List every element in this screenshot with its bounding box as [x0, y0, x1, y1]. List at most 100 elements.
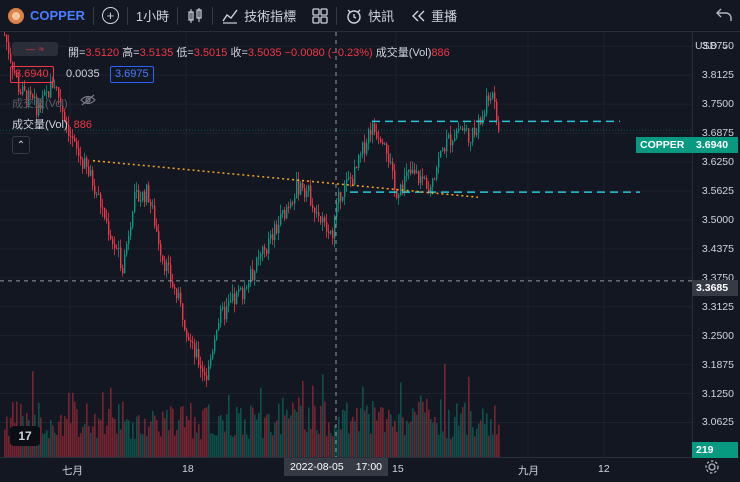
volume-bar — [294, 409, 296, 457]
chart-pane[interactable] — [0, 32, 692, 457]
volume-bar — [374, 407, 376, 457]
crosshair-time-label: 2022-08-05 17:00 — [284, 458, 388, 476]
candle-body — [328, 231, 330, 234]
candle-body — [110, 235, 112, 240]
volume-bar — [430, 419, 432, 457]
volume-bar — [480, 420, 482, 457]
volume-bar — [114, 418, 116, 457]
price-axis[interactable]: 3.8750 3.8125 3.7500 3.6875 3.6250 3.5625 3.50… — [692, 32, 740, 457]
volume-bar — [372, 400, 374, 457]
price-tick-label: 3.6875 — [701, 127, 734, 140]
candle-body — [48, 91, 50, 98]
volume-bar — [44, 433, 46, 457]
candle-body — [42, 95, 44, 109]
interval-button[interactable]: 1小時 — [128, 0, 177, 32]
volume-bar — [498, 424, 500, 457]
volume-bar — [456, 403, 458, 457]
candle-body — [46, 91, 48, 93]
volume-bar — [262, 438, 264, 457]
volume-bar — [318, 433, 320, 457]
candle-body — [240, 288, 242, 290]
collapse-legend-button[interactable]: ⌃ — [12, 136, 30, 154]
symbol-name: COPPER — [30, 8, 85, 23]
price-tick-label: 3.6250 — [701, 156, 734, 169]
candle-body — [490, 98, 492, 101]
legend-toggle-button[interactable]: — ≈ — [12, 42, 58, 56]
volume-bar — [458, 425, 460, 457]
volume-bar — [188, 420, 190, 457]
candle-body — [272, 234, 274, 240]
candle-body — [324, 217, 326, 223]
volume-bar — [218, 416, 220, 457]
price-chart[interactable] — [0, 32, 692, 457]
volume-bar — [122, 401, 124, 457]
volume-bar — [410, 421, 412, 457]
templates-button[interactable] — [304, 0, 336, 32]
candle-body — [92, 170, 94, 186]
candle-body — [402, 184, 404, 192]
volume-bar — [474, 436, 476, 457]
volume-bar — [178, 420, 180, 457]
candle-body — [144, 191, 146, 203]
candle-body — [454, 138, 456, 142]
candle-body — [430, 186, 432, 192]
volume-bar — [340, 429, 342, 457]
candle-body — [390, 162, 392, 164]
chart-type-button[interactable] — [178, 0, 212, 32]
candle-body — [460, 128, 462, 130]
replay-button[interactable]: 重播 — [402, 0, 465, 32]
candle-body — [474, 127, 476, 135]
volume-bar — [448, 409, 450, 457]
candle-body — [182, 303, 184, 320]
gear-icon[interactable] — [704, 459, 720, 475]
candle-body — [228, 302, 230, 306]
buy-price-button[interactable]: 3.6975 — [110, 66, 154, 83]
volume-bar — [196, 432, 198, 457]
volume-bar — [342, 409, 344, 457]
candle-body — [108, 221, 110, 236]
candle-body — [170, 264, 172, 282]
time-axis[interactable]: 七月 18 15 九月 12 — [0, 457, 692, 482]
volume-bar — [274, 422, 276, 457]
candle-body — [358, 155, 360, 168]
sell-price-button[interactable]: 3.6940 — [10, 66, 54, 83]
undo-icon[interactable] — [714, 5, 734, 25]
candle-body — [118, 247, 120, 249]
candle-body — [116, 248, 118, 250]
volume-bar — [116, 433, 118, 457]
candle-body — [216, 330, 218, 340]
candle-body — [68, 124, 70, 136]
low-value: 3.5015 — [193, 47, 228, 59]
candle-body — [280, 213, 282, 225]
eye-crossed-icon[interactable] — [80, 93, 96, 107]
candle-body — [262, 246, 264, 255]
volume-bar — [94, 413, 96, 457]
candle-body — [24, 86, 26, 91]
volume-bar — [118, 404, 120, 457]
replay-label: 重播 — [431, 9, 458, 24]
compare-symbol-button[interactable]: + — [94, 0, 127, 32]
rewind-icon — [412, 10, 425, 21]
candle-body — [148, 184, 150, 202]
candle-body — [406, 172, 408, 177]
candle-body — [246, 287, 248, 289]
tradingview-logo[interactable]: 17 — [10, 426, 40, 446]
candle-body — [318, 212, 320, 217]
volume-bar — [80, 433, 82, 457]
volume-bar — [310, 429, 312, 457]
volume-bar — [370, 433, 372, 457]
candle-body — [348, 177, 350, 179]
currency-label: USD — [695, 40, 718, 52]
indicators-button[interactable]: 技術指標 — [213, 0, 304, 32]
time-tick-label: 18 — [182, 463, 194, 475]
volume-bar — [270, 432, 272, 457]
candle-body — [18, 76, 20, 93]
candle-body — [10, 53, 12, 63]
currency-selector[interactable]: USD ⌄ — [695, 40, 729, 52]
alert-button[interactable]: 快訊 — [337, 0, 402, 32]
volume-bar — [470, 411, 472, 457]
volume-bar — [190, 402, 192, 457]
candle-body — [274, 224, 276, 240]
volume-bar — [76, 409, 78, 457]
symbol-search[interactable]: COPPER — [0, 0, 93, 32]
